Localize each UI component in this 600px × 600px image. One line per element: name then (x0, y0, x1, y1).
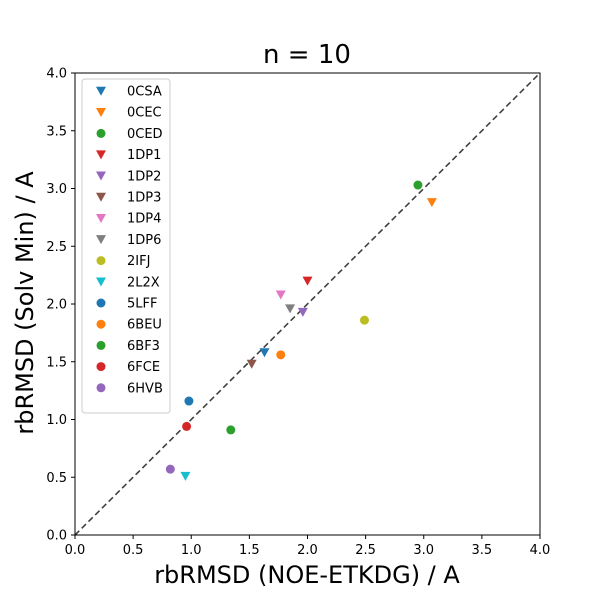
legend-label-2l2x: 2L2X (127, 275, 160, 290)
data-point-2ifj (359, 315, 369, 325)
y-tick-label: 2.5 (46, 240, 67, 255)
y-tick-label: 3.0 (46, 182, 67, 197)
x-tick-label: 3.5 (472, 543, 493, 558)
data-point-1dp4 (275, 290, 286, 300)
x-tick-label: 2.0 (297, 543, 318, 558)
legend-label-0ced: 0CED (127, 127, 163, 142)
legend-label-1dp4: 1DP4 (127, 212, 161, 227)
x-tick-label: 4.0 (530, 543, 551, 558)
legend-marker-0ced (96, 128, 106, 138)
data-point-2l2x (180, 471, 191, 481)
legend-label-5lff: 5LFF (127, 297, 157, 312)
legend: 0CSA 0CEC 0CED 1DP1 1DP2 1DP3 1DP4 1DP6 2IFJ 2L2X… (81, 78, 171, 414)
x-tick-label: 2.5 (355, 543, 376, 558)
y-axis-title: rbRMSD (Solv Min) / A (11, 171, 39, 435)
y-tick-label: 0.5 (46, 471, 67, 486)
y-tick-label: 3.5 (46, 124, 67, 139)
data-point-6hvb (165, 464, 175, 474)
y-tick-label: 1.0 (46, 413, 67, 428)
legend-marker-2ifj (96, 256, 106, 266)
legend-label-1dp3: 1DP3 (127, 191, 161, 206)
y-tick-label: 4.0 (46, 67, 67, 82)
legend-label-6fce: 6FCE (127, 360, 160, 375)
legend-box (81, 78, 171, 414)
legend-marker-1dp4 (96, 213, 106, 223)
x-axis-title: rbRMSD (NOE-ETKDG) / A (154, 561, 460, 589)
legend-label-6bf3: 6BF3 (127, 339, 160, 354)
data-point-6bf3 (413, 180, 423, 190)
plot-area: 0.0 0.5 1.0 1.5 2.0 2.5 3.0 3.5 4.0 0.0 0.5 1.0 1.5 2… (46, 67, 550, 559)
legend-label-1dp1: 1DP1 (127, 148, 161, 163)
legend-marker-1dp1 (96, 150, 106, 160)
legend-marker-1dp6 (96, 235, 106, 245)
data-point-1dp2 (297, 307, 308, 317)
x-tick-label: 3.0 (413, 543, 434, 558)
legend-marker-2l2x (96, 277, 106, 287)
reference-line-y-equals-x (74, 72, 541, 536)
data-point-6beu (276, 350, 286, 360)
data-point-0cec (426, 198, 437, 208)
legend-label-0csa: 0CSA (127, 85, 162, 100)
legend-marker-1dp3 (96, 192, 106, 202)
legend-marker-0csa (96, 86, 106, 96)
x-tick-label: 0.0 (65, 543, 86, 558)
legend-marker-1dp2 (96, 171, 106, 181)
y-tick-label: 2.0 (46, 298, 67, 313)
legend-marker-6beu (96, 319, 106, 329)
legend-label-0cec: 0CEC (127, 106, 162, 121)
legend-marker-6fce (96, 362, 106, 372)
y-tick-label: 0.0 (46, 529, 67, 544)
y-tick-label: 1.5 (46, 355, 67, 370)
legend-marker-6hvb (96, 383, 106, 393)
data-point-1dp1 (302, 276, 313, 286)
data-point-0csa (259, 348, 270, 358)
data-point-5lff (184, 396, 194, 406)
legend-label-1dp2: 1DP2 (127, 169, 161, 184)
legend-marker-5lff (96, 298, 106, 308)
chart-title: n = 10 (263, 40, 351, 70)
x-tick-label: 1.0 (181, 543, 202, 558)
legend-marker-0cec (96, 107, 106, 117)
data-point-1dp6 (285, 304, 296, 314)
legend-label-1dp6: 1DP6 (127, 233, 161, 248)
legend-label-6beu: 6BEU (127, 318, 162, 333)
data-point-0ced (226, 425, 236, 435)
x-tick-label: 0.5 (123, 543, 144, 558)
legend-label-2ifj: 2IFJ (127, 254, 150, 269)
legend-label-6hvb: 6HVB (127, 381, 163, 396)
x-tick-label: 1.5 (239, 543, 260, 558)
data-point-1dp3 (246, 359, 257, 369)
legend-marker-6bf3 (96, 340, 106, 350)
data-point-6fce (182, 421, 192, 431)
